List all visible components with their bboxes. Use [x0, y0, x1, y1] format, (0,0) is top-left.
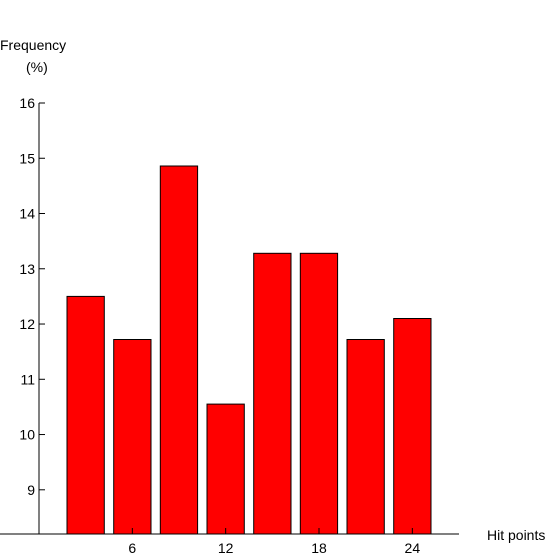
y-tick-label: 14 — [19, 206, 35, 222]
y-tick-label: 11 — [20, 371, 35, 387]
x-tick-label: 12 — [218, 540, 234, 556]
bar — [393, 318, 432, 535]
y-axis: 9 10 11 12 13 14 15 16 — [19, 95, 45, 534]
y-tick-label: 15 — [19, 150, 35, 166]
y-axis-label: Frequency — [0, 37, 66, 53]
x-axis-label: Hit points — [487, 527, 545, 543]
bar — [253, 252, 292, 535]
y-tick-label: 12 — [19, 316, 35, 332]
x-axis: 6 12 18 24 — [0, 528, 459, 556]
x-tick-label: 6 — [128, 540, 136, 556]
bar — [299, 252, 339, 535]
bar — [206, 403, 245, 535]
y-axis-unit-label: (%) — [26, 59, 48, 75]
bar — [159, 165, 199, 535]
x-tick-label: 18 — [311, 540, 327, 556]
bar — [113, 339, 152, 535]
x-tick-label: 24 — [405, 540, 421, 556]
y-tick-label: 13 — [19, 261, 35, 277]
bars-group — [66, 165, 432, 535]
bar — [66, 295, 105, 535]
y-tick-label: 10 — [19, 427, 35, 443]
y-tick-label: 9 — [27, 482, 35, 498]
y-tick-label: 16 — [19, 95, 35, 111]
bar — [346, 339, 385, 535]
